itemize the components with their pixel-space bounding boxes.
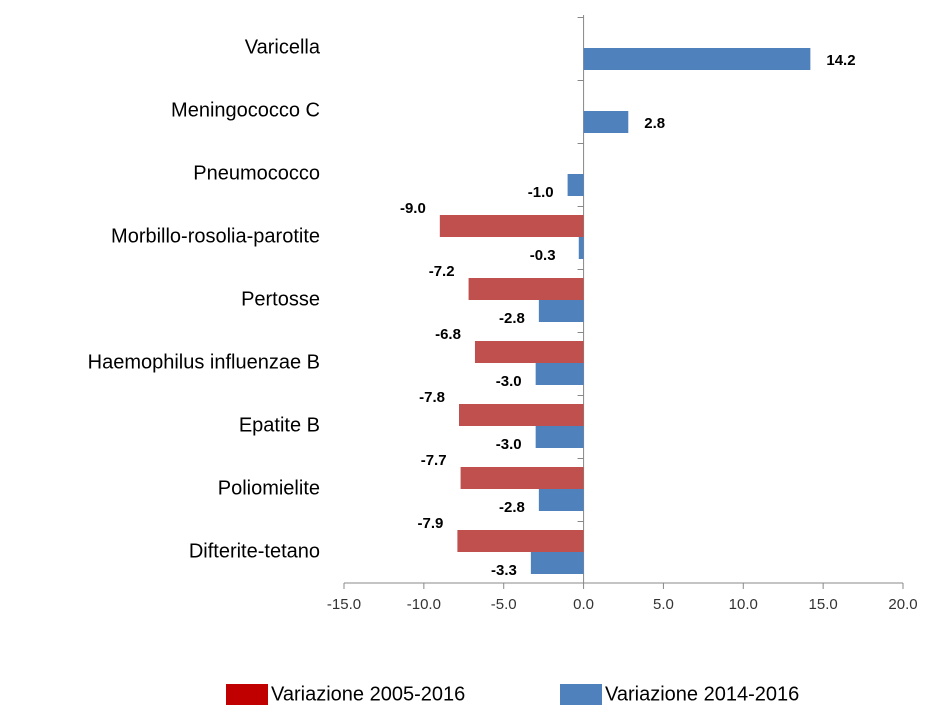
bar (474, 341, 584, 363)
bar (530, 552, 584, 574)
category-label: Epatite B (239, 414, 320, 436)
category-label: Haemophilus influenzae B (88, 351, 320, 373)
value-label: -2.8 (499, 499, 525, 516)
bar (583, 111, 629, 133)
bar (583, 48, 811, 70)
legend-label: Variazione 2014-2016 (605, 683, 799, 705)
category-label: Varicella (245, 36, 321, 58)
value-label: -0.3 (530, 247, 556, 264)
value-label: -7.9 (418, 515, 444, 532)
x-tick-label: -10.0 (407, 596, 441, 613)
bar (538, 300, 584, 322)
category-label: Difterite-tetano (189, 540, 320, 562)
bar (460, 467, 584, 489)
bar (458, 404, 584, 426)
legend-label: Variazione 2005-2016 (271, 683, 465, 705)
x-tick-label: -5.0 (491, 596, 517, 613)
category-label: Meningococco C (171, 99, 320, 121)
value-label: -9.0 (400, 200, 426, 217)
category-label: Poliomielite (218, 477, 320, 499)
value-label: -2.8 (499, 310, 525, 327)
value-label: -7.2 (429, 263, 455, 280)
bar (457, 530, 584, 552)
value-label: -1.0 (528, 184, 554, 201)
category-label: Pertosse (241, 288, 320, 310)
bar (468, 278, 584, 300)
category-label: Pneumococco (193, 162, 320, 184)
bar (535, 426, 584, 448)
value-label: 14.2 (826, 52, 855, 69)
x-tick-label: 20.0 (888, 596, 917, 613)
value-label: -7.7 (421, 452, 447, 469)
x-tick-label: 0.0 (573, 596, 594, 613)
value-label: -3.0 (496, 373, 522, 390)
x-tick-label: 15.0 (809, 596, 838, 613)
bar (567, 174, 584, 196)
x-tick-label: 10.0 (729, 596, 758, 613)
bar (439, 215, 584, 237)
x-tick-label: -15.0 (327, 596, 361, 613)
value-label: -7.8 (419, 389, 445, 406)
value-label: -3.3 (491, 562, 517, 579)
bar (538, 489, 584, 511)
bar (578, 237, 584, 259)
legend-swatch (226, 684, 268, 705)
x-tick-label: 5.0 (653, 596, 674, 613)
bar (535, 363, 584, 385)
legend-swatch (560, 684, 602, 705)
category-label: Morbillo-rosolia-parotite (111, 225, 320, 247)
value-label: 2.8 (644, 115, 665, 132)
value-label: -6.8 (435, 326, 461, 343)
value-label: -3.0 (496, 436, 522, 453)
